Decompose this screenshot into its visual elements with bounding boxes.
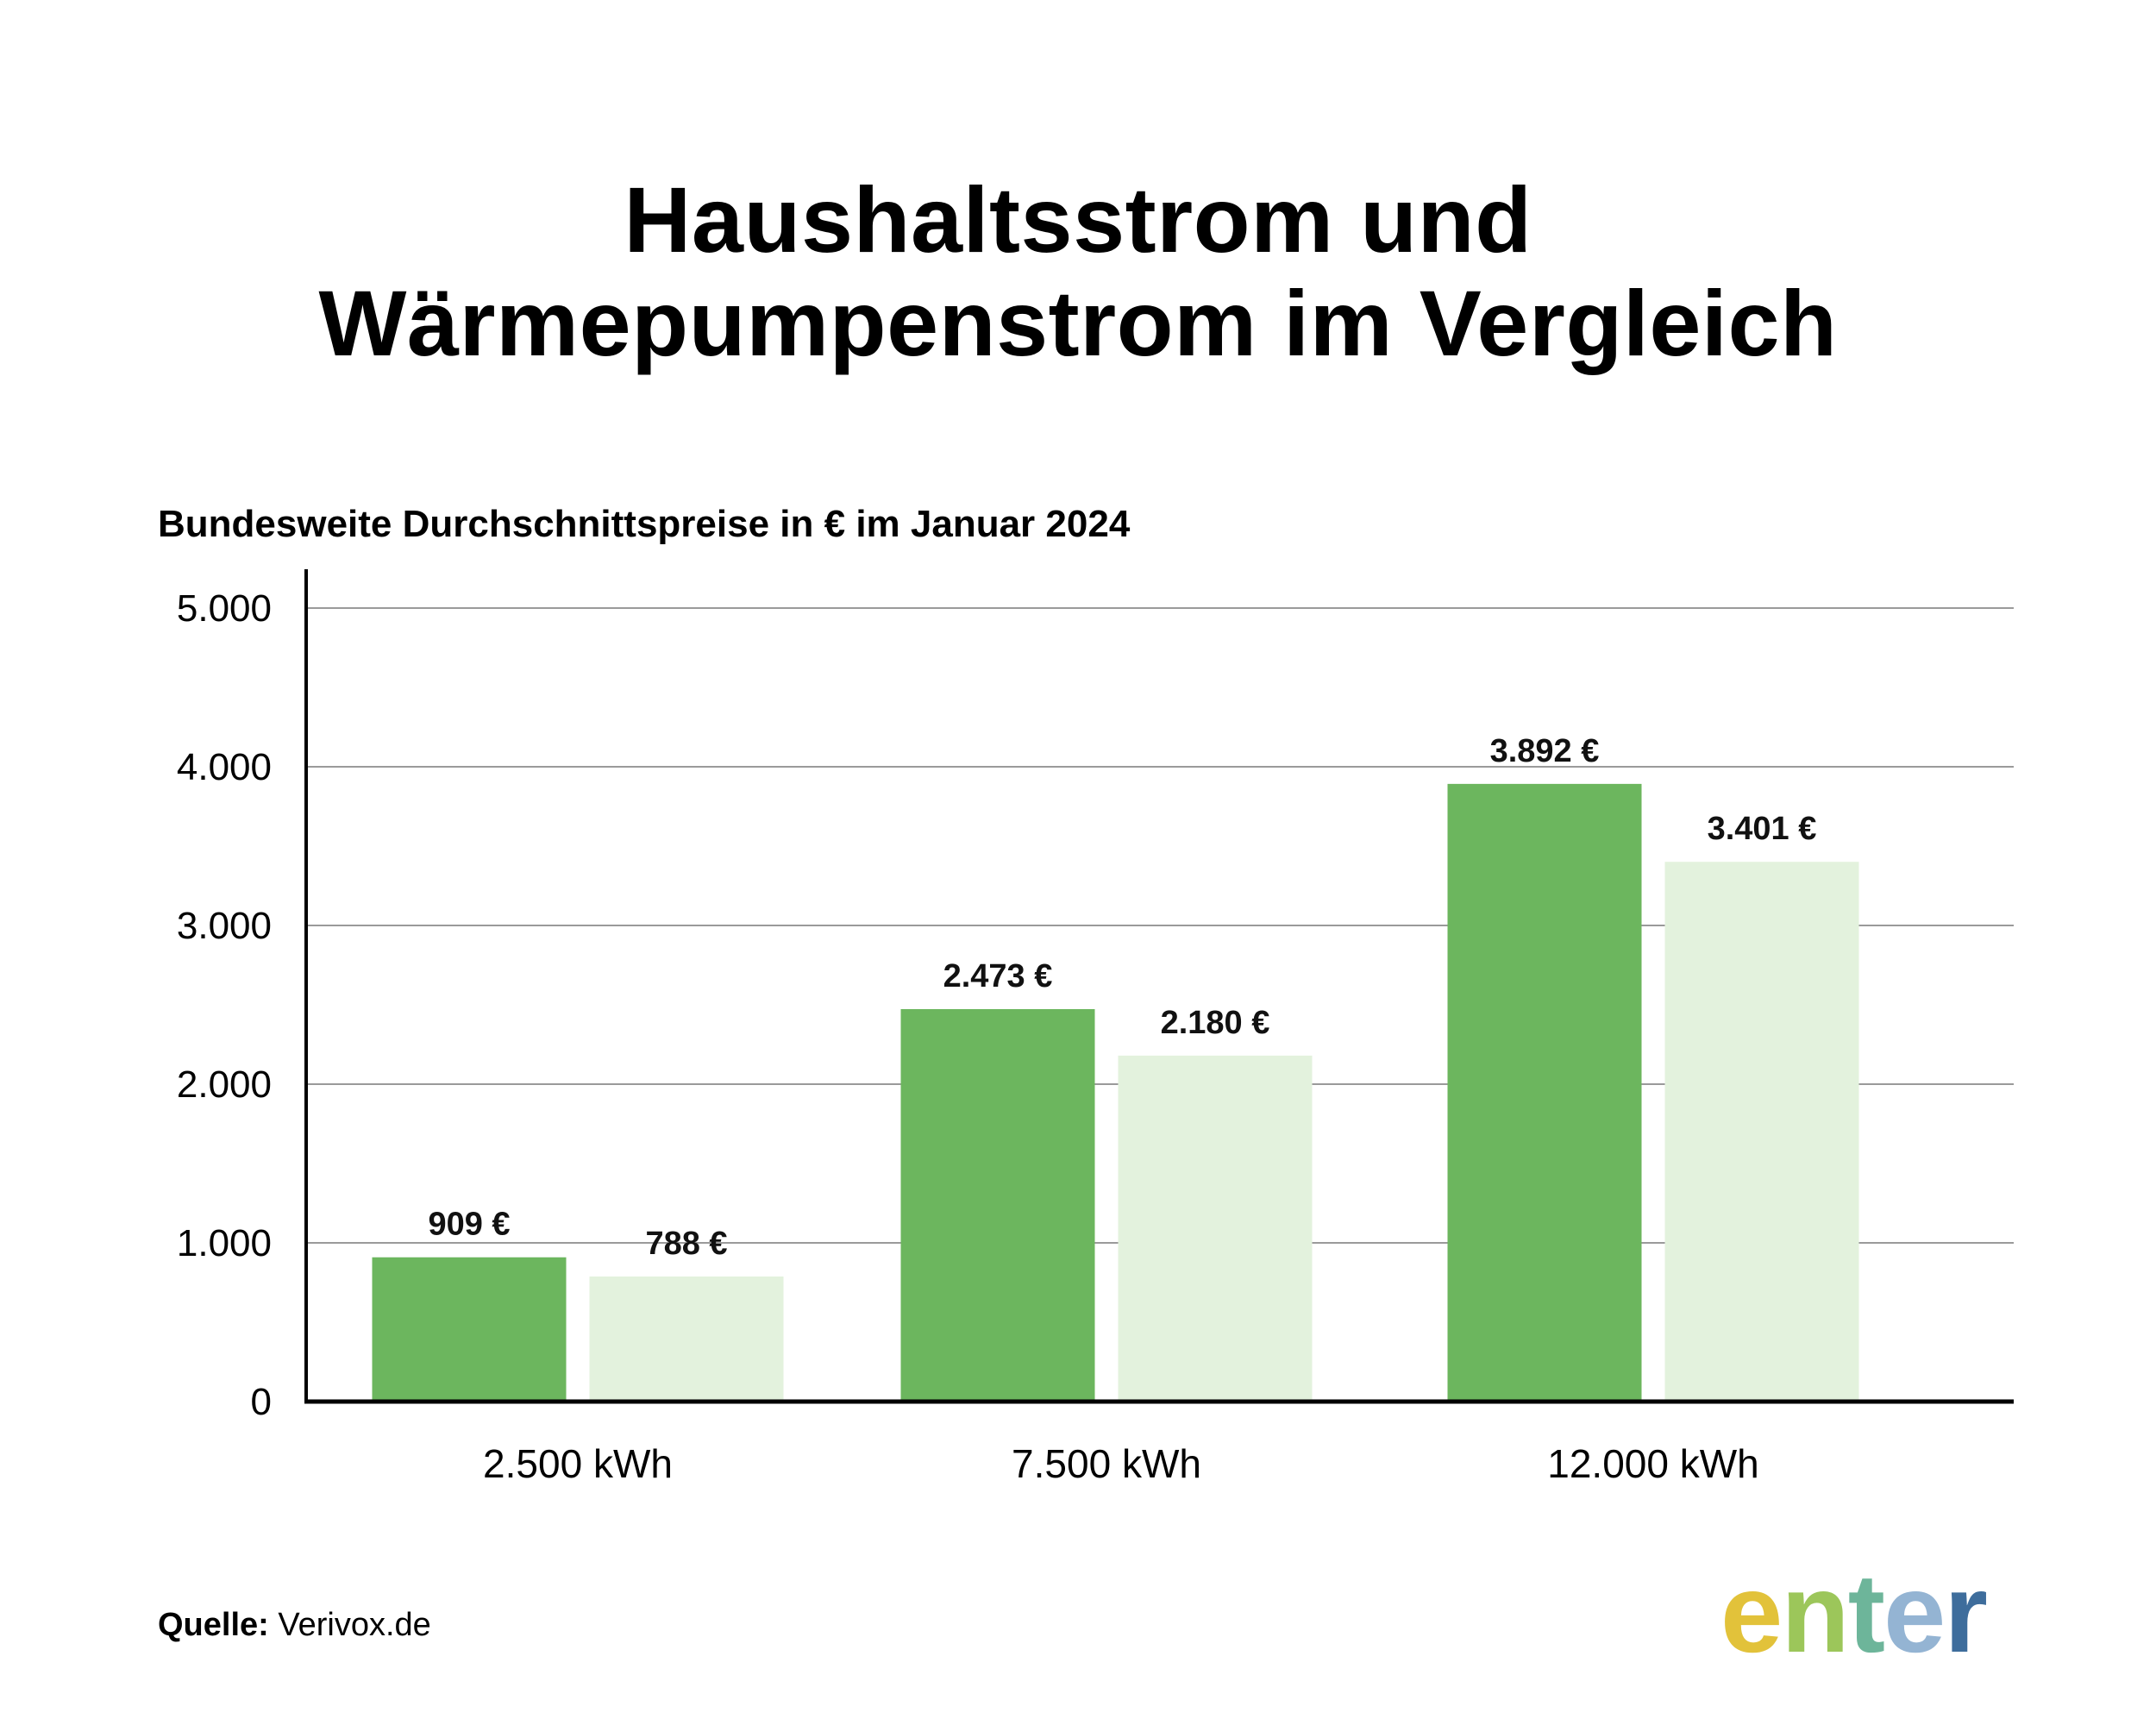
x-tick-label: 2.500 kWh <box>483 1441 673 1486</box>
data-label: 2.473 € <box>943 958 1053 994</box>
y-tick-label: 4.000 <box>177 746 272 788</box>
data-label: 3.892 € <box>1490 733 1600 769</box>
enter-logo: enter <box>1720 1548 1988 1678</box>
source-value: Verivox.de <box>278 1607 431 1643</box>
chart-title-line-2: Wärmepumpenstrom im Vergleich <box>318 271 1838 375</box>
data-label: 2.180 € <box>1161 1005 1270 1041</box>
data-label: 909 € <box>428 1207 510 1243</box>
chart-title-line-1: Haushaltsstrom und <box>624 167 1532 272</box>
y-tick-label: 5.000 <box>177 587 272 630</box>
logo-letter: n <box>1781 1550 1849 1676</box>
y-tick-label: 0 <box>251 1381 272 1423</box>
y-tick-label: 1.000 <box>177 1222 272 1264</box>
bar <box>1118 1055 1313 1402</box>
bar <box>589 1276 784 1402</box>
bar <box>900 1008 1095 1402</box>
bar <box>372 1257 567 1402</box>
source-label: Quelle: <box>158 1607 269 1643</box>
bar <box>1664 862 1859 1402</box>
logo-letter: r <box>1944 1550 1988 1676</box>
data-label: 788 € <box>645 1226 727 1262</box>
source-note: Quelle: Verivox.de <box>158 1604 431 1646</box>
y-tick-label: 3.000 <box>177 905 272 947</box>
y-tick-label: 2.000 <box>177 1063 272 1106</box>
logo-letter: t <box>1847 1550 1885 1676</box>
logo-letter: e <box>1720 1550 1783 1676</box>
logo-letter: e <box>1883 1550 1946 1676</box>
data-label: 3.401 € <box>1708 811 1817 847</box>
chart-title: Haushaltsstrom und Wärmepumpenstrom im V… <box>0 168 2156 375</box>
x-tick-label: 7.500 kWh <box>1012 1441 1201 1486</box>
bar <box>1447 783 1642 1402</box>
x-tick-label: 12.000 kWh <box>1547 1441 1758 1486</box>
chart-subtitle: Bundesweite Durchschnittspreise in € im … <box>158 503 1131 545</box>
